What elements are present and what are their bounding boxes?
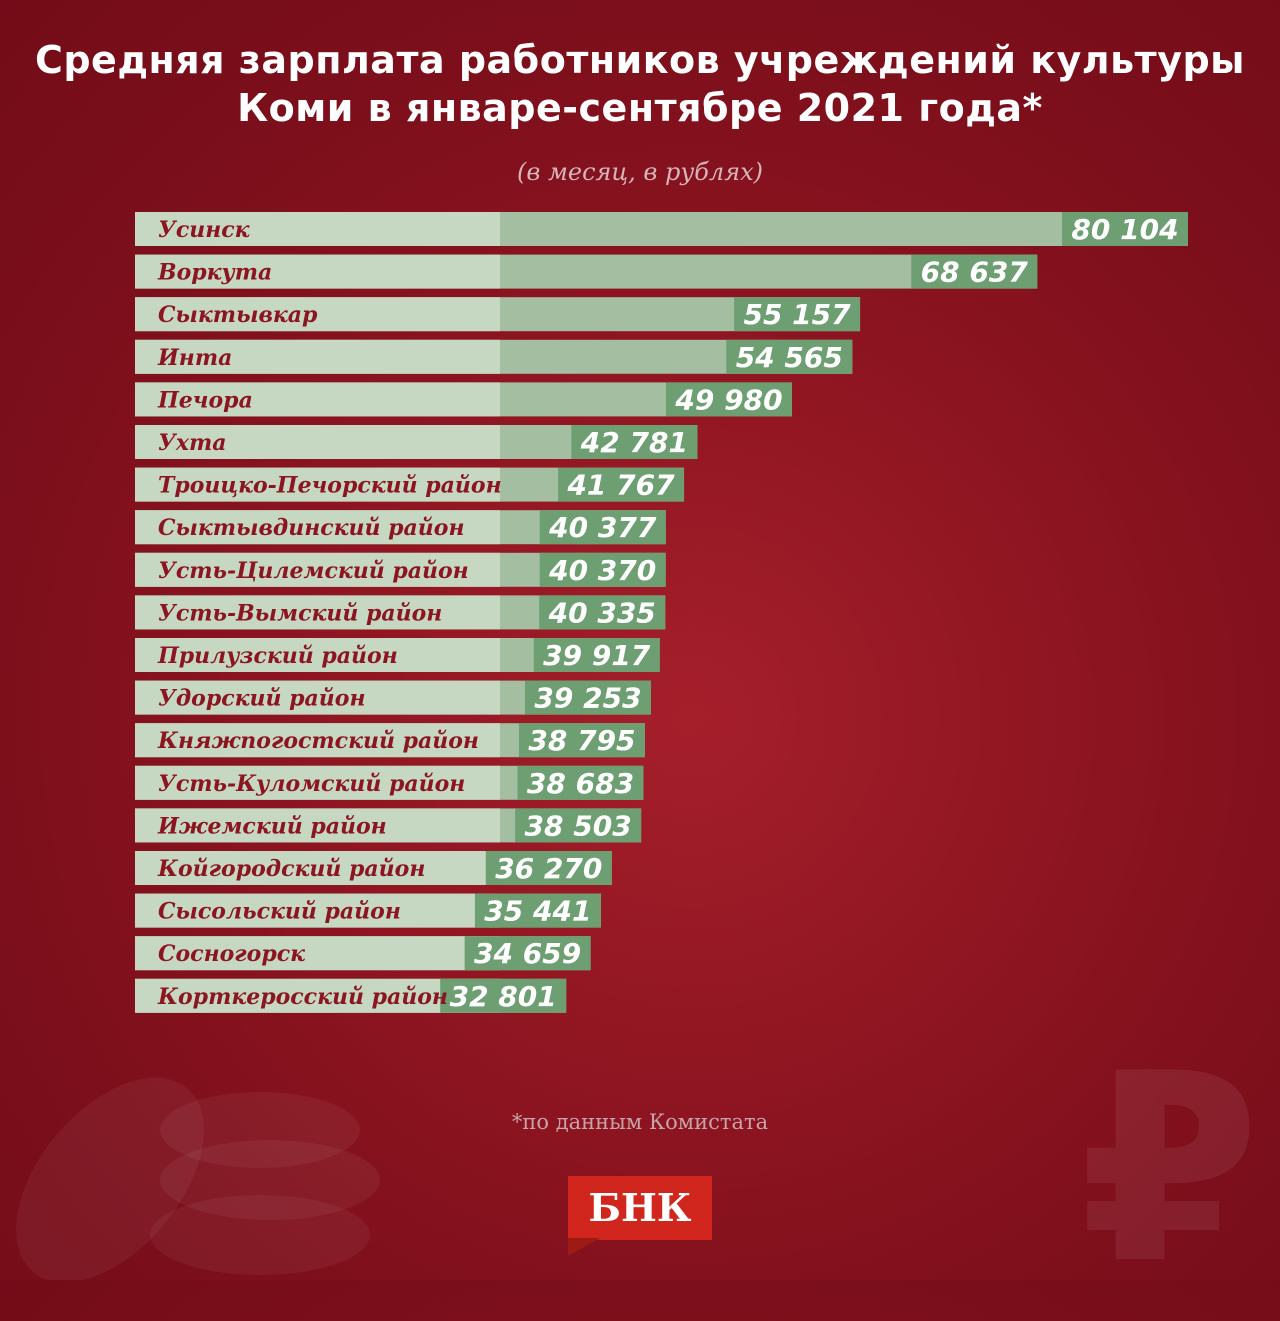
- category-band: [135, 978, 500, 1013]
- value-label: 49 980: [674, 383, 782, 416]
- category-band: [135, 382, 500, 417]
- category-label: Сосногорск: [158, 941, 305, 967]
- value-label: 35 441: [484, 895, 591, 928]
- value-label: 80 104: [1071, 213, 1178, 246]
- category-band: [135, 765, 500, 800]
- value-label: 32 801: [450, 980, 557, 1013]
- category-band: [135, 638, 500, 672]
- value-label: 40 370: [548, 554, 656, 587]
- value-label: 36 270: [495, 852, 602, 885]
- category-band: [135, 552, 500, 587]
- title-line-1: Средняя зарплата работников учреждений к…: [34, 38, 1246, 82]
- value-box: [524, 680, 651, 715]
- value-box: [734, 297, 861, 332]
- value-box: [1062, 212, 1188, 246]
- category-label: Усть-Цилемский район: [158, 558, 469, 584]
- value-box: [539, 510, 666, 545]
- category-label: Сыктывкар: [158, 302, 318, 328]
- category-label: Усть-Куломский район: [158, 771, 465, 797]
- category-band: [135, 680, 500, 715]
- category-label: Воркута: [157, 260, 272, 286]
- category-label: Корткеросский район: [157, 984, 448, 1010]
- category-label: Ухта: [158, 430, 227, 456]
- category-band: [135, 595, 500, 630]
- value-label: 54 565: [736, 341, 843, 374]
- bnk-logo: БНК: [568, 1176, 712, 1240]
- value-box: [571, 425, 698, 459]
- category-band: [135, 212, 500, 246]
- value-box: [539, 552, 666, 587]
- category-band: [135, 339, 500, 374]
- value-label: 41 767: [566, 469, 675, 502]
- category-label: Удорский район: [158, 686, 366, 712]
- category-band: [135, 467, 500, 502]
- category-label: Прилузский район: [157, 643, 398, 669]
- category-label: Печора: [157, 387, 253, 413]
- category-band: [135, 297, 500, 332]
- logo-tail: [568, 1238, 600, 1256]
- category-label: Усинск: [158, 217, 250, 243]
- value-box: [533, 638, 660, 672]
- coins-decoration: [16, 1077, 380, 1280]
- category-band: [135, 510, 500, 545]
- value-box: [539, 595, 666, 630]
- category-label: Ижемский район: [157, 813, 387, 839]
- value-label: 39 917: [543, 639, 651, 672]
- value-label: 34 659: [474, 937, 581, 970]
- value-label: 38 683: [527, 767, 634, 800]
- value-box: [911, 254, 1038, 289]
- category-label: Сысольский район: [158, 899, 401, 925]
- category-label: Сыктывдинский район: [158, 515, 465, 541]
- value-box: [666, 382, 793, 417]
- value-label: 39 253: [534, 682, 641, 715]
- value-box: [485, 851, 612, 885]
- value-label: 40 335: [548, 596, 656, 629]
- ruble-icon: ₽: [1079, 1019, 1260, 1321]
- chart-title: Средняя зарплата работников учреждений к…: [0, 36, 1280, 132]
- source-note: *по данным Комистата: [511, 1110, 769, 1134]
- value-label: 55 157: [743, 298, 851, 331]
- category-band: [135, 254, 500, 289]
- value-box: [515, 808, 642, 843]
- category-label: Инта: [157, 345, 232, 371]
- value-label: 38 503: [525, 809, 632, 842]
- chart-subtitle: (в месяц, в рублях): [517, 158, 763, 186]
- value-box: [558, 467, 685, 502]
- category-band: [135, 723, 500, 758]
- category-label: Усть-Вымский район: [158, 600, 442, 626]
- value-box: [464, 936, 591, 971]
- category-label: Княжпогостский район: [157, 728, 479, 754]
- category-band: [135, 425, 500, 459]
- value-label: 42 781: [580, 426, 688, 459]
- value-box: [726, 339, 853, 374]
- category-band: [135, 936, 500, 971]
- value-box: [440, 978, 567, 1013]
- value-label: 38 795: [528, 724, 635, 757]
- value-box: [518, 723, 645, 758]
- category-band: [135, 893, 500, 928]
- category-band: [135, 851, 500, 885]
- category-band: [135, 808, 500, 843]
- category-label: Койгородский район: [157, 856, 425, 882]
- value-label: 68 637: [921, 256, 1029, 289]
- bar-chart: Усинск 80 104 Воркута 68 637 Сыктывкар 55 157…: [135, 212, 1188, 1013]
- title-line-2: Коми в январе-сентябре 2021 года*: [237, 86, 1043, 130]
- category-label: Троицко-Печорский район: [158, 473, 502, 499]
- value-box: [517, 765, 644, 800]
- value-label: 40 377: [548, 511, 657, 544]
- value-box: [474, 893, 601, 928]
